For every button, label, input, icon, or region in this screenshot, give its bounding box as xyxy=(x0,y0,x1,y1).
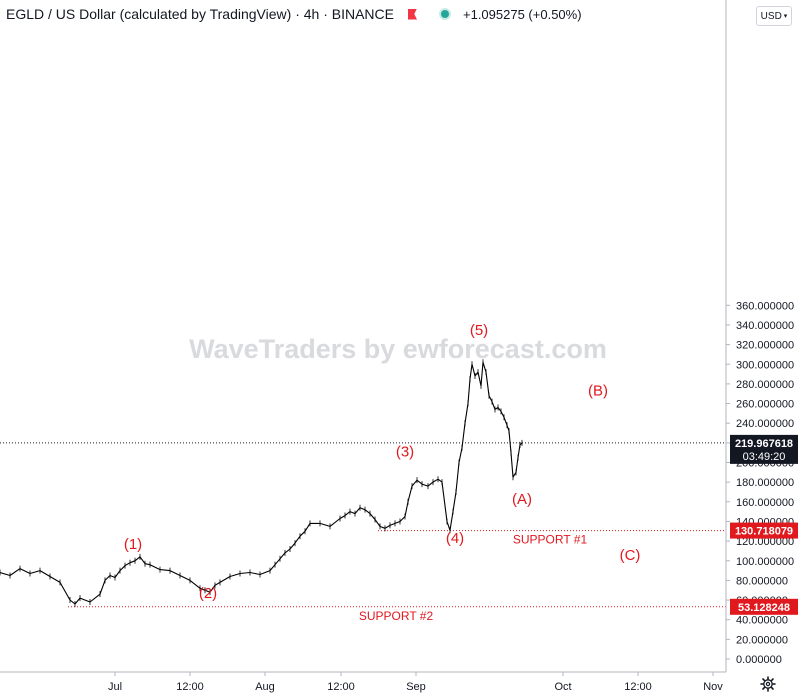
wave-label: (4) xyxy=(446,530,464,547)
y-tick-label: 40.000000 xyxy=(736,615,788,627)
price-series xyxy=(0,359,523,607)
price-series-line xyxy=(0,361,523,605)
chevron-down-icon: ▾ xyxy=(783,13,788,20)
currency-button[interactable]: USD ▾ xyxy=(756,6,792,26)
y-tick-label: 320.000000 xyxy=(736,340,794,352)
y-tick-label: 340.000000 xyxy=(736,320,794,332)
support-label: SUPPORT #2 xyxy=(359,609,434,623)
y-tick-label: 240.000000 xyxy=(736,418,794,430)
x-tick-label: 12:00 xyxy=(624,681,652,693)
y-tick-label: 160.000000 xyxy=(736,497,794,509)
level-price-label: 130.718079 xyxy=(735,526,793,538)
currency-label: USD xyxy=(760,10,782,22)
y-tick-label: 180.000000 xyxy=(736,477,794,489)
support-label: SUPPORT #1 xyxy=(513,533,588,547)
flag-icon[interactable] xyxy=(408,8,417,20)
current-price-label: 219.967618 xyxy=(735,438,793,450)
level-price-tag xyxy=(730,598,798,615)
y-tick-label: 20.000000 xyxy=(736,634,788,646)
x-tick-label: Sep xyxy=(406,681,426,693)
x-tick-label: Nov xyxy=(703,681,723,693)
x-tick-label: 12:00 xyxy=(176,681,204,693)
price-change: +1.095275 (+0.50%) xyxy=(463,6,582,22)
wave-label: (3) xyxy=(396,444,414,461)
x-tick-label: Oct xyxy=(554,681,571,693)
wave-label: (1) xyxy=(124,536,142,553)
wave-label: (B) xyxy=(588,383,608,400)
countdown-label: 03:49:20 xyxy=(743,451,786,463)
current-price-tag xyxy=(730,434,798,464)
watermark: WaveTraders by ewforecast.com xyxy=(189,334,607,364)
wave-label: (A) xyxy=(512,491,532,508)
symbol-title[interactable]: EGLD / US Dollar (calculated by TradingV… xyxy=(6,6,394,22)
support-levels: SUPPORT #1 SUPPORT #2 xyxy=(0,442,726,623)
y-tick-label: 100.000000 xyxy=(736,556,794,568)
x-tick-label: Aug xyxy=(255,681,275,693)
x-tick-label: 12:00 xyxy=(327,681,355,693)
chart-header: EGLD / US Dollar (calculated by TradingV… xyxy=(6,6,582,22)
y-tick-label: 0.000000 xyxy=(736,654,782,666)
wave-annotations: (1) (2) (3) (4) (5) (A) (B) (C) xyxy=(124,322,641,602)
y-tick-label: 300.000000 xyxy=(736,359,794,371)
y-tick-label: 260.000000 xyxy=(736,399,794,411)
gear-icon[interactable] xyxy=(760,676,776,692)
time-axis: Jul 12:00 Aug 12:00 Sep Oct 12:00 Nov xyxy=(0,671,726,693)
market-status-icon xyxy=(439,8,451,20)
level-price-tag xyxy=(730,522,798,539)
x-tick-label: Jul xyxy=(108,681,122,693)
wave-label: (2) xyxy=(199,585,217,602)
y-tick-label: 80.000000 xyxy=(736,575,788,587)
y-tick-label: 120.000000 xyxy=(736,536,794,548)
wave-label: (5) xyxy=(470,322,488,339)
level-price-label: 53.128248 xyxy=(738,602,790,614)
y-tick-label: 360.000000 xyxy=(736,300,794,312)
wave-label: (C) xyxy=(620,547,641,564)
y-tick-label: 280.000000 xyxy=(736,379,794,391)
price-axis: 0.00000020.00000040.00000060.00000080.00… xyxy=(725,0,798,672)
